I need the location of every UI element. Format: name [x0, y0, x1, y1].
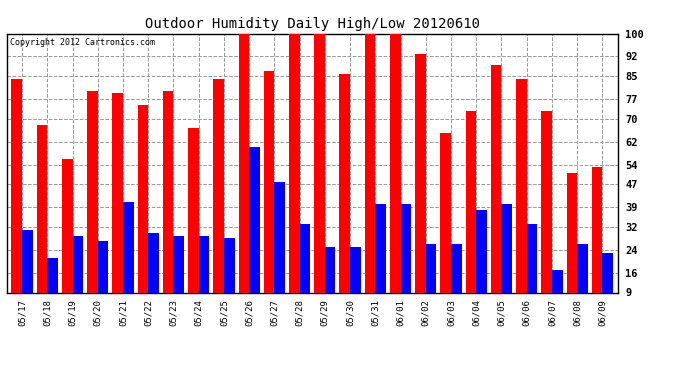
- Bar: [577, 244, 588, 292]
- Bar: [466, 111, 476, 292]
- Bar: [123, 201, 134, 292]
- Text: Copyright 2012 Cartronics.com: Copyright 2012 Cartronics.com: [10, 38, 155, 46]
- Bar: [188, 128, 199, 292]
- Bar: [112, 93, 123, 292]
- Bar: [137, 105, 148, 292]
- Bar: [62, 159, 72, 292]
- Bar: [224, 238, 235, 292]
- Bar: [592, 167, 602, 292]
- Bar: [48, 258, 58, 292]
- Bar: [415, 54, 426, 292]
- Bar: [375, 204, 386, 292]
- Bar: [37, 125, 48, 292]
- Bar: [390, 34, 400, 292]
- Bar: [199, 236, 209, 292]
- Bar: [264, 71, 275, 292]
- Bar: [491, 65, 502, 292]
- Bar: [249, 147, 259, 292]
- Bar: [173, 236, 184, 292]
- Bar: [451, 244, 462, 292]
- Bar: [365, 34, 375, 292]
- Bar: [339, 74, 350, 292]
- Bar: [163, 91, 173, 292]
- Bar: [239, 34, 249, 292]
- Bar: [325, 247, 335, 292]
- Bar: [299, 224, 310, 292]
- Bar: [566, 173, 577, 292]
- Bar: [602, 253, 613, 292]
- Bar: [275, 182, 285, 292]
- Bar: [98, 242, 108, 292]
- Bar: [516, 79, 526, 292]
- Bar: [426, 244, 436, 292]
- Bar: [314, 34, 325, 292]
- Title: Outdoor Humidity Daily High/Low 20120610: Outdoor Humidity Daily High/Low 20120610: [145, 17, 480, 31]
- Bar: [526, 224, 538, 292]
- Bar: [12, 79, 22, 292]
- Bar: [289, 34, 299, 292]
- Bar: [502, 204, 512, 292]
- Bar: [350, 247, 361, 292]
- Bar: [87, 91, 98, 292]
- Bar: [148, 233, 159, 292]
- Bar: [476, 210, 487, 292]
- Bar: [22, 230, 32, 292]
- Bar: [72, 236, 83, 292]
- Bar: [542, 111, 552, 292]
- Bar: [552, 270, 562, 292]
- Bar: [400, 204, 411, 292]
- Bar: [213, 79, 224, 292]
- Bar: [440, 133, 451, 292]
